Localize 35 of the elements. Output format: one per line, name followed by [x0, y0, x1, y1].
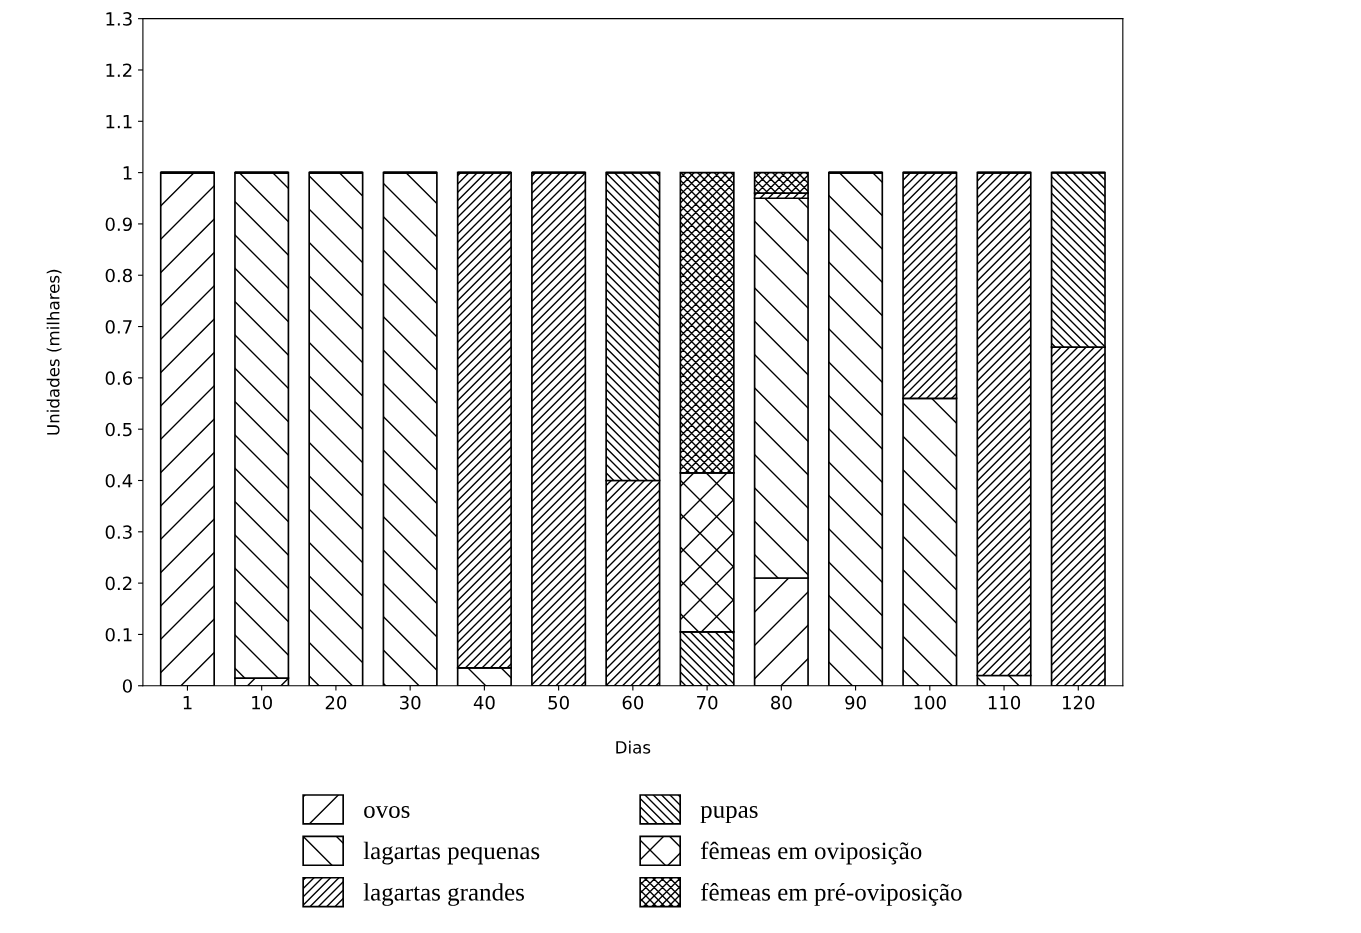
x-tick-label: 110 — [988, 695, 1021, 710]
y-tick-label: 0.8 — [105, 268, 132, 283]
x-tick-label: 100 — [914, 695, 946, 710]
y-tick-label: 1.2 — [106, 63, 132, 77]
y-tick-label: 0.5 — [105, 422, 132, 437]
x-tick-label: 10 — [252, 695, 272, 710]
y-tick-label: 1.1 — [106, 114, 132, 129]
y-tick-label: 1.3 — [106, 12, 132, 26]
x-tick-label: 120 — [1063, 695, 1095, 710]
y-tick-label: 0.1 — [105, 627, 132, 642]
x-tick-label: 90 — [845, 695, 866, 710]
x-tick-label: 80 — [771, 695, 792, 710]
y-tick-label: 0 — [122, 679, 132, 693]
x-tick-label: 60 — [622, 695, 644, 710]
x-tick-label: 20 — [325, 695, 347, 710]
y-tick-label: 0.7 — [105, 320, 132, 334]
y-tick-label: 0.9 — [105, 217, 132, 232]
legend-label: fêmeas em pré-oviposição — [700, 882, 962, 906]
x-tick-label: 40 — [473, 695, 495, 710]
x-tick-label: 1 — [183, 696, 192, 710]
x-axis-title: Dias — [616, 740, 651, 754]
y-axis-title: Unidades (milhares) — [46, 269, 62, 435]
y-tick-label: 1 — [123, 166, 132, 180]
legend-label: lagartas grandes — [363, 883, 524, 906]
legend-label: ovos — [364, 805, 410, 818]
x-tick-label: 50 — [548, 695, 569, 710]
legend-label: fêmeas em oviposição — [700, 841, 922, 865]
y-tick-label: 0.4 — [105, 473, 133, 488]
legend-label: pupas — [700, 805, 758, 824]
y-tick-label: 0.6 — [105, 371, 133, 385]
x-tick-label: 30 — [400, 695, 421, 710]
legend-label: lagartas pequenas — [363, 841, 540, 865]
y-tick-label: 0.3 — [105, 525, 132, 539]
x-tick-label: 70 — [697, 695, 718, 710]
y-tick-label: 0.2 — [105, 576, 132, 591]
